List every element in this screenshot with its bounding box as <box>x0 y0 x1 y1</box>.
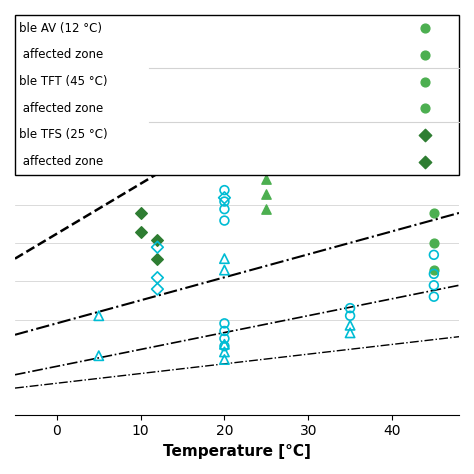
Point <box>346 329 354 337</box>
Point <box>220 217 228 224</box>
Point <box>422 51 429 59</box>
Point <box>220 319 228 327</box>
Point <box>137 228 145 236</box>
Point <box>220 340 228 348</box>
Text: ble TFT (45 °C): ble TFT (45 °C) <box>19 75 108 88</box>
Point <box>430 122 438 129</box>
Point <box>430 87 438 95</box>
Text: affected zone: affected zone <box>19 48 103 62</box>
Text: ble AV (12 °C): ble AV (12 °C) <box>19 22 102 35</box>
Point <box>137 209 145 217</box>
Text: affected zone: affected zone <box>19 155 103 168</box>
Point <box>154 255 161 263</box>
Point <box>220 348 228 356</box>
Point <box>422 25 429 32</box>
Point <box>220 342 228 350</box>
Point <box>220 194 228 201</box>
X-axis label: Temperature [°C]: Temperature [°C] <box>163 444 311 459</box>
Point <box>220 198 228 205</box>
Point <box>95 312 102 319</box>
Point <box>430 251 438 259</box>
Point <box>263 137 270 145</box>
Point <box>346 312 354 319</box>
Point <box>422 104 429 112</box>
Point <box>430 270 438 278</box>
Point <box>220 266 228 274</box>
Point <box>430 209 438 217</box>
Point <box>263 190 270 198</box>
Text: ble TFS (25 °C): ble TFS (25 °C) <box>19 128 108 141</box>
Point <box>263 156 270 164</box>
Point <box>430 266 438 274</box>
Point <box>137 133 145 141</box>
Point <box>263 118 270 126</box>
Point <box>95 352 102 359</box>
Point <box>220 335 228 342</box>
Point <box>430 156 438 164</box>
Point <box>422 158 429 165</box>
Point <box>154 244 161 251</box>
Point <box>263 175 270 182</box>
Point <box>430 240 438 247</box>
Point <box>346 304 354 312</box>
Point <box>137 160 145 167</box>
Point <box>154 236 161 243</box>
Point <box>430 282 438 289</box>
Point <box>220 356 228 363</box>
Point <box>220 186 228 194</box>
Point <box>430 293 438 301</box>
Point <box>422 78 429 85</box>
Point <box>154 285 161 293</box>
Point <box>220 205 228 213</box>
Point <box>263 205 270 213</box>
Text: affected zone: affected zone <box>19 102 103 115</box>
Bar <box>15 15 459 175</box>
Point <box>220 255 228 263</box>
Point <box>220 327 228 335</box>
Point <box>154 274 161 282</box>
Point <box>422 131 429 139</box>
Point <box>346 321 354 329</box>
